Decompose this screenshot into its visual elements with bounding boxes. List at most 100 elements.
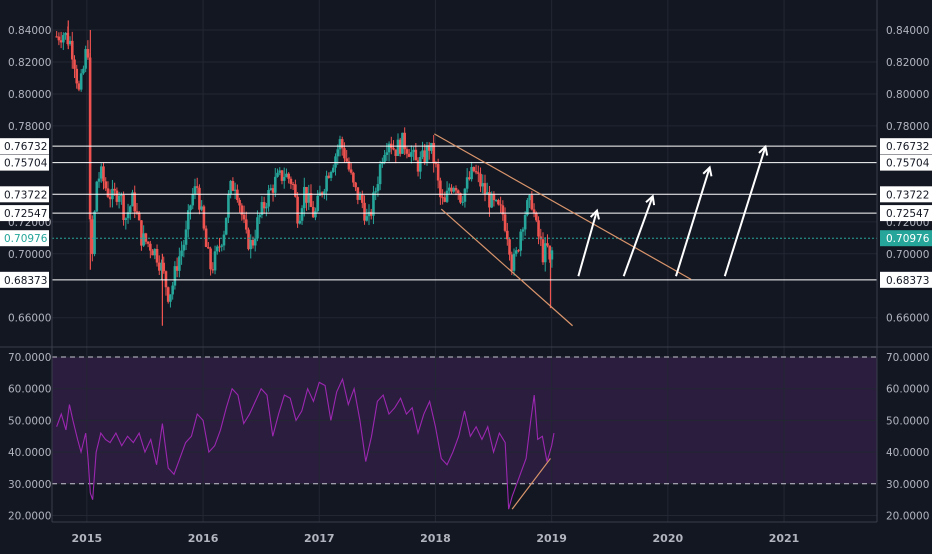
candle-up bbox=[142, 233, 145, 246]
candle-down bbox=[309, 193, 313, 207]
candle-down bbox=[133, 192, 137, 212]
candle-up bbox=[338, 139, 342, 150]
candle-down bbox=[204, 228, 208, 247]
level-label-left: 0.73722 bbox=[4, 189, 47, 201]
candle-up bbox=[215, 246, 219, 252]
candle-down bbox=[499, 204, 502, 206]
candle-down bbox=[345, 158, 348, 162]
candle-up bbox=[84, 49, 87, 69]
candle-down bbox=[532, 209, 536, 214]
candle-down bbox=[157, 262, 161, 271]
candle-down bbox=[149, 243, 152, 251]
candle-down bbox=[155, 248, 159, 263]
candle-down bbox=[439, 180, 442, 198]
current-price-box-left bbox=[0, 230, 49, 247]
level-label-left: 0.76732 bbox=[4, 141, 47, 153]
candle-up bbox=[374, 191, 377, 193]
candle-down bbox=[144, 233, 148, 242]
candle-up bbox=[178, 256, 181, 271]
candle-up bbox=[512, 253, 516, 271]
candle-down bbox=[343, 148, 346, 159]
rsi-divergence-line bbox=[511, 458, 551, 510]
candle-up bbox=[191, 194, 195, 206]
candle-down bbox=[86, 49, 90, 58]
current-price-label-right: 0.70976 bbox=[886, 233, 930, 245]
candle-up bbox=[298, 220, 302, 224]
candle-down bbox=[492, 193, 496, 201]
candle-down bbox=[434, 163, 438, 165]
candle-up bbox=[193, 186, 197, 195]
candle-up bbox=[222, 234, 226, 246]
level-label-left: 0.75704 bbox=[4, 158, 48, 170]
price-pane bbox=[52, 20, 877, 327]
candle-up bbox=[367, 211, 371, 217]
candle-up bbox=[82, 68, 85, 74]
candle-down bbox=[135, 211, 139, 213]
candle-down bbox=[247, 229, 250, 250]
candle-down bbox=[262, 202, 266, 209]
candle-down bbox=[468, 177, 471, 180]
level-label-right: 0.72547 bbox=[886, 208, 929, 220]
y-tick-label-right: 0.66000 bbox=[886, 313, 929, 325]
candle-down bbox=[311, 206, 315, 218]
candle-up bbox=[550, 250, 554, 260]
candle-down bbox=[209, 248, 212, 270]
candle-up bbox=[418, 156, 422, 172]
candle-down bbox=[75, 68, 79, 84]
candle-up bbox=[358, 194, 362, 200]
candle-down bbox=[102, 166, 105, 182]
candle-down bbox=[231, 180, 235, 191]
candle-down bbox=[238, 200, 241, 206]
candle-down bbox=[403, 132, 406, 150]
candle-down bbox=[454, 187, 458, 191]
candle-down bbox=[287, 173, 290, 179]
projection-arrow-shaft bbox=[675, 167, 711, 277]
candle-down bbox=[151, 250, 154, 256]
candle-down bbox=[240, 205, 244, 215]
candle-down bbox=[474, 171, 478, 173]
x-tick-label: 2018 bbox=[420, 532, 451, 545]
y-tick-label-left: 0.80000 bbox=[8, 89, 51, 101]
candle-up bbox=[68, 40, 72, 45]
candle-down bbox=[162, 262, 166, 272]
trend-line bbox=[433, 133, 692, 280]
x-tick-label: 2021 bbox=[769, 532, 800, 545]
level-label-box-right bbox=[880, 138, 932, 155]
candle-down bbox=[497, 200, 500, 205]
candle-down bbox=[443, 197, 447, 202]
candle-down bbox=[347, 161, 351, 170]
candle-down bbox=[175, 266, 179, 271]
candle-down bbox=[537, 220, 540, 237]
projection-arrow-shaft bbox=[723, 146, 767, 277]
level-label-box-left bbox=[0, 154, 49, 171]
candle-up bbox=[490, 193, 493, 208]
candle-up bbox=[385, 152, 389, 155]
candle-up bbox=[253, 238, 257, 246]
rsi-tick-label-right: 20.0000 bbox=[886, 511, 929, 523]
candle-down bbox=[202, 206, 206, 229]
level-label-right: 0.73722 bbox=[886, 189, 929, 201]
candle-up bbox=[249, 239, 253, 250]
candle-down bbox=[392, 148, 395, 150]
candle-down bbox=[207, 246, 210, 249]
candle-up bbox=[323, 191, 326, 195]
candle-up bbox=[260, 202, 264, 216]
candle-down bbox=[108, 196, 112, 200]
candle-down bbox=[280, 170, 284, 181]
candle-up bbox=[378, 164, 382, 185]
y-tick-label-right: 0.80000 bbox=[886, 89, 929, 101]
current-price-box-right bbox=[880, 230, 932, 247]
y-tick-label-right: 0.70000 bbox=[886, 249, 929, 261]
candle-down bbox=[236, 189, 239, 201]
candle-down bbox=[472, 167, 476, 172]
candle-down bbox=[450, 187, 453, 192]
level-label-right: 0.76732 bbox=[886, 141, 929, 153]
candle-up bbox=[383, 154, 386, 162]
rsi-tick-label-left: 50.0000 bbox=[8, 415, 51, 427]
rsi-tick-label-left: 70.0000 bbox=[8, 352, 51, 364]
candle-down bbox=[73, 59, 76, 69]
candle-up bbox=[300, 208, 304, 221]
candle-up bbox=[485, 192, 489, 195]
candle-down bbox=[360, 194, 364, 203]
candle-up bbox=[307, 193, 311, 203]
